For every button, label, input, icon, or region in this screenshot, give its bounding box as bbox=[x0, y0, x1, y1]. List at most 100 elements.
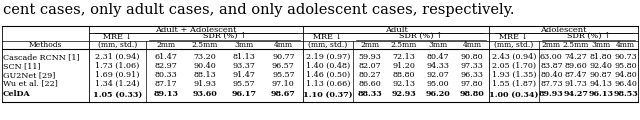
Text: 93.37: 93.37 bbox=[233, 62, 255, 70]
Text: MRE ↓: MRE ↓ bbox=[314, 33, 342, 41]
Text: 1.05 (0.33): 1.05 (0.33) bbox=[93, 90, 142, 99]
Text: 1.10 (0.37): 1.10 (0.37) bbox=[303, 90, 353, 99]
Text: Wu et al. [22]: Wu et al. [22] bbox=[3, 79, 58, 87]
Text: GU2Net [29]: GU2Net [29] bbox=[3, 71, 56, 79]
Text: 91.47: 91.47 bbox=[233, 71, 255, 79]
Text: 59.93: 59.93 bbox=[358, 53, 381, 61]
Text: 97.33: 97.33 bbox=[461, 62, 483, 70]
Text: 1.00 (0.34): 1.00 (0.34) bbox=[490, 90, 539, 99]
Text: 95.80: 95.80 bbox=[614, 62, 637, 70]
Text: 91.73: 91.73 bbox=[564, 79, 588, 87]
Text: 92.40: 92.40 bbox=[589, 62, 612, 70]
Text: Adolescent: Adolescent bbox=[540, 26, 587, 33]
Text: 92.93: 92.93 bbox=[392, 90, 417, 99]
Text: 1.93 (1.35): 1.93 (1.35) bbox=[492, 71, 536, 79]
Text: 92.13: 92.13 bbox=[392, 79, 415, 87]
Text: 2.19 (0.97): 2.19 (0.97) bbox=[306, 53, 350, 61]
Text: 95.00: 95.00 bbox=[427, 79, 449, 87]
Text: 2.31 (0.94): 2.31 (0.94) bbox=[95, 53, 140, 61]
Text: (mm, std.): (mm, std.) bbox=[308, 41, 348, 49]
Text: SDR (%) ↑: SDR (%) ↑ bbox=[566, 33, 611, 41]
Text: 89.60: 89.60 bbox=[564, 62, 588, 70]
Text: 1.40 (0.48): 1.40 (0.48) bbox=[306, 62, 350, 70]
Text: 90.40: 90.40 bbox=[193, 62, 216, 70]
Text: SDR (%) ↑: SDR (%) ↑ bbox=[203, 33, 246, 41]
Text: 1.34 (1.24): 1.34 (1.24) bbox=[95, 79, 140, 87]
Text: 82.97: 82.97 bbox=[154, 62, 177, 70]
Text: MRE ↓: MRE ↓ bbox=[103, 33, 132, 41]
Text: (mm, std.): (mm, std.) bbox=[494, 41, 534, 49]
Text: 98.67: 98.67 bbox=[271, 90, 296, 99]
Text: 93.60: 93.60 bbox=[193, 90, 217, 99]
Text: 94.27: 94.27 bbox=[564, 90, 589, 99]
Text: 97.10: 97.10 bbox=[272, 79, 295, 87]
Text: 82.07: 82.07 bbox=[358, 62, 381, 70]
Text: 88.80: 88.80 bbox=[393, 71, 415, 79]
Text: Adult: Adult bbox=[385, 26, 408, 33]
Text: 2.43 (0.94): 2.43 (0.94) bbox=[492, 53, 536, 61]
Text: 97.80: 97.80 bbox=[461, 79, 483, 87]
Text: 89.93: 89.93 bbox=[539, 90, 564, 99]
Text: 90.87: 90.87 bbox=[589, 71, 612, 79]
Text: 91.93: 91.93 bbox=[193, 79, 216, 87]
Text: 96.57: 96.57 bbox=[272, 62, 295, 70]
Text: 96.17: 96.17 bbox=[232, 90, 257, 99]
Text: 96.20: 96.20 bbox=[426, 90, 451, 99]
Text: 96.13: 96.13 bbox=[588, 90, 613, 99]
Text: 87.47: 87.47 bbox=[565, 71, 588, 79]
Text: 2mm: 2mm bbox=[360, 41, 380, 49]
Text: 1.46 (0.50): 1.46 (0.50) bbox=[306, 71, 350, 79]
Text: 86.60: 86.60 bbox=[358, 79, 381, 87]
Text: 94.13: 94.13 bbox=[589, 79, 612, 87]
Text: SDR (%) ↑: SDR (%) ↑ bbox=[399, 33, 443, 41]
Text: MRE ↓: MRE ↓ bbox=[499, 33, 529, 41]
Text: 1.13 (0.66): 1.13 (0.66) bbox=[306, 79, 350, 87]
Text: 3mm: 3mm bbox=[428, 41, 447, 49]
Text: (mm, std.): (mm, std.) bbox=[98, 41, 137, 49]
Text: 92.07: 92.07 bbox=[427, 71, 449, 79]
Text: 98.80: 98.80 bbox=[460, 90, 484, 99]
Text: 74.27: 74.27 bbox=[564, 53, 588, 61]
Text: 2.05 (1.70): 2.05 (1.70) bbox=[492, 62, 536, 70]
Text: 87.73: 87.73 bbox=[540, 79, 563, 87]
Text: 94.33: 94.33 bbox=[426, 62, 449, 70]
Text: 80.27: 80.27 bbox=[358, 71, 381, 79]
Text: 96.40: 96.40 bbox=[614, 79, 637, 87]
Text: 61.47: 61.47 bbox=[154, 53, 177, 61]
Text: 95.57: 95.57 bbox=[233, 79, 255, 87]
Text: 88.33: 88.33 bbox=[358, 90, 382, 99]
Text: 2mm: 2mm bbox=[542, 41, 561, 49]
Text: 95.57: 95.57 bbox=[272, 71, 294, 79]
Text: 72.13: 72.13 bbox=[392, 53, 415, 61]
Text: 90.80: 90.80 bbox=[461, 53, 483, 61]
Text: 83.87: 83.87 bbox=[540, 62, 563, 70]
Text: 1.55 (1.87): 1.55 (1.87) bbox=[492, 79, 536, 87]
Text: Methods: Methods bbox=[29, 41, 62, 49]
Text: 80.33: 80.33 bbox=[154, 71, 177, 79]
Text: 81.13: 81.13 bbox=[233, 53, 255, 61]
Text: 1.69 (0.91): 1.69 (0.91) bbox=[95, 71, 140, 79]
Text: 90.77: 90.77 bbox=[272, 53, 294, 61]
Text: 63.00: 63.00 bbox=[540, 53, 563, 61]
Text: CelDA: CelDA bbox=[3, 90, 31, 99]
Text: Cascade RCNN [1]: Cascade RCNN [1] bbox=[3, 53, 79, 61]
Text: 4mm: 4mm bbox=[463, 41, 481, 49]
Text: 2.5mm: 2.5mm bbox=[192, 41, 218, 49]
Text: 88.13: 88.13 bbox=[193, 71, 216, 79]
Text: 98.53: 98.53 bbox=[613, 90, 638, 99]
Text: 4mm: 4mm bbox=[274, 41, 293, 49]
Text: 4mm: 4mm bbox=[616, 41, 635, 49]
Text: 2mm: 2mm bbox=[156, 41, 175, 49]
Text: 87.17: 87.17 bbox=[154, 79, 177, 87]
Text: 91.20: 91.20 bbox=[392, 62, 415, 70]
Text: 1.73 (1.06): 1.73 (1.06) bbox=[95, 62, 140, 70]
Text: Adult + Adolescent: Adult + Adolescent bbox=[156, 26, 237, 33]
Text: 90.73: 90.73 bbox=[614, 53, 637, 61]
Text: 2.5mm: 2.5mm bbox=[563, 41, 589, 49]
Text: SCN [11]: SCN [11] bbox=[3, 62, 40, 70]
Text: 94.80: 94.80 bbox=[614, 71, 637, 79]
Text: 81.80: 81.80 bbox=[589, 53, 612, 61]
Text: cent cases, only adult cases, and only adolescent cases, respectively.: cent cases, only adult cases, and only a… bbox=[3, 3, 515, 17]
Text: 89.13: 89.13 bbox=[153, 90, 178, 99]
Text: 2.5mm: 2.5mm bbox=[391, 41, 417, 49]
